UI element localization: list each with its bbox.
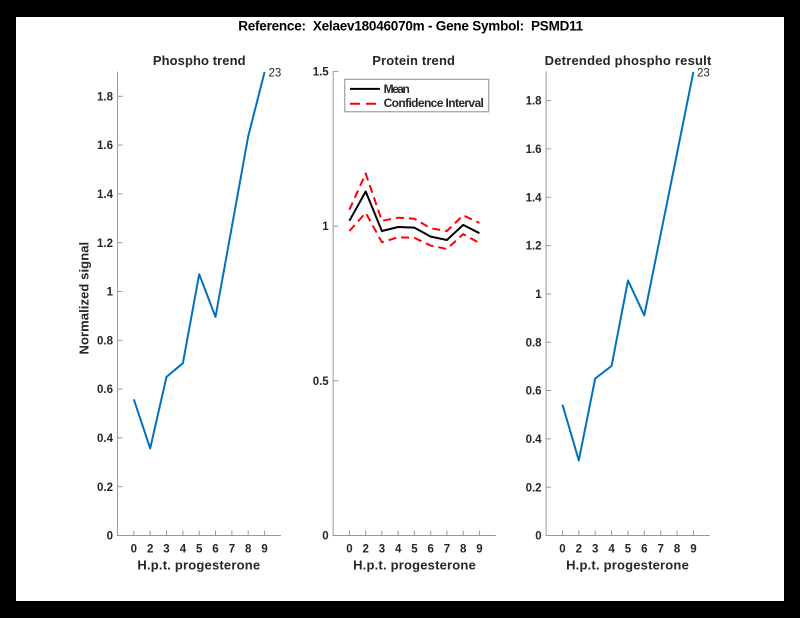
- svg-text:1.8: 1.8: [97, 91, 114, 103]
- svg-text:2: 2: [576, 544, 582, 556]
- svg-text:H.p.t. progesterone: H.p.t. progesterone: [137, 558, 260, 573]
- svg-text:Mean: Mean: [384, 82, 410, 96]
- svg-text:0.6: 0.6: [526, 386, 542, 398]
- svg-text:H.p.t. progesterone: H.p.t. progesterone: [353, 558, 476, 573]
- svg-text:6: 6: [212, 544, 218, 556]
- svg-text:Phospho trend: Phospho trend: [153, 53, 246, 68]
- svg-text:0.6: 0.6: [97, 384, 113, 396]
- svg-text:6: 6: [427, 544, 433, 556]
- svg-text:Normalized signal: Normalized signal: [77, 242, 92, 355]
- svg-text:1.6: 1.6: [526, 144, 542, 156]
- svg-text:5: 5: [411, 544, 418, 556]
- svg-text:Confidence Interval: Confidence Interval: [384, 96, 484, 110]
- svg-text:0: 0: [107, 531, 113, 543]
- svg-text:7: 7: [444, 544, 450, 556]
- svg-text:0: 0: [322, 531, 328, 543]
- svg-text:4: 4: [395, 544, 402, 556]
- svg-text:8: 8: [460, 544, 467, 556]
- svg-text:0.8: 0.8: [97, 335, 114, 347]
- svg-text:9: 9: [476, 544, 482, 556]
- svg-text:7: 7: [229, 544, 235, 556]
- svg-text:2: 2: [147, 544, 153, 556]
- svg-text:6: 6: [641, 544, 647, 556]
- svg-text:5: 5: [196, 544, 203, 556]
- svg-text:23: 23: [269, 68, 282, 80]
- svg-text:4: 4: [608, 544, 615, 556]
- svg-text:7: 7: [657, 544, 663, 556]
- svg-text:1: 1: [107, 287, 114, 299]
- svg-text:1.4: 1.4: [526, 192, 543, 204]
- svg-text:1.6: 1.6: [97, 140, 113, 152]
- svg-text:9: 9: [690, 544, 696, 556]
- svg-text:3: 3: [379, 544, 385, 556]
- svg-text:3: 3: [163, 544, 169, 556]
- svg-text:4: 4: [180, 544, 187, 556]
- svg-text:0.5: 0.5: [313, 376, 330, 388]
- svg-text:9: 9: [261, 544, 267, 556]
- svg-text:0.4: 0.4: [526, 434, 543, 446]
- svg-text:23: 23: [697, 68, 710, 80]
- svg-text:8: 8: [674, 544, 681, 556]
- svg-text:1.8: 1.8: [526, 96, 543, 108]
- svg-text:5: 5: [625, 544, 632, 556]
- svg-text:3: 3: [592, 544, 598, 556]
- svg-text:0.4: 0.4: [97, 433, 114, 445]
- svg-text:1: 1: [322, 221, 329, 233]
- svg-text:0: 0: [346, 544, 352, 556]
- svg-text:1.4: 1.4: [97, 189, 114, 201]
- svg-text:0: 0: [559, 544, 565, 556]
- svg-text:1: 1: [535, 289, 542, 301]
- svg-text:2: 2: [362, 544, 368, 556]
- svg-text:Detrended phospho result: Detrended phospho result: [545, 53, 712, 68]
- svg-text:1.5: 1.5: [313, 67, 330, 79]
- svg-text:0: 0: [131, 544, 137, 556]
- svg-text:Protein trend: Protein trend: [372, 53, 455, 68]
- svg-text:8: 8: [245, 544, 252, 556]
- svg-text:Reference: Xelaev18046070m -: Reference: Xelaev18046070m - Gene Symbol…: [238, 19, 583, 34]
- svg-text:0.2: 0.2: [526, 482, 542, 494]
- svg-text:1.2: 1.2: [526, 241, 542, 253]
- svg-text:1.2: 1.2: [97, 238, 113, 250]
- svg-text:0.2: 0.2: [97, 482, 113, 494]
- svg-text:0.8: 0.8: [526, 337, 543, 349]
- svg-text:H.p.t. progesterone: H.p.t. progesterone: [566, 558, 689, 573]
- svg-text:0: 0: [535, 531, 541, 543]
